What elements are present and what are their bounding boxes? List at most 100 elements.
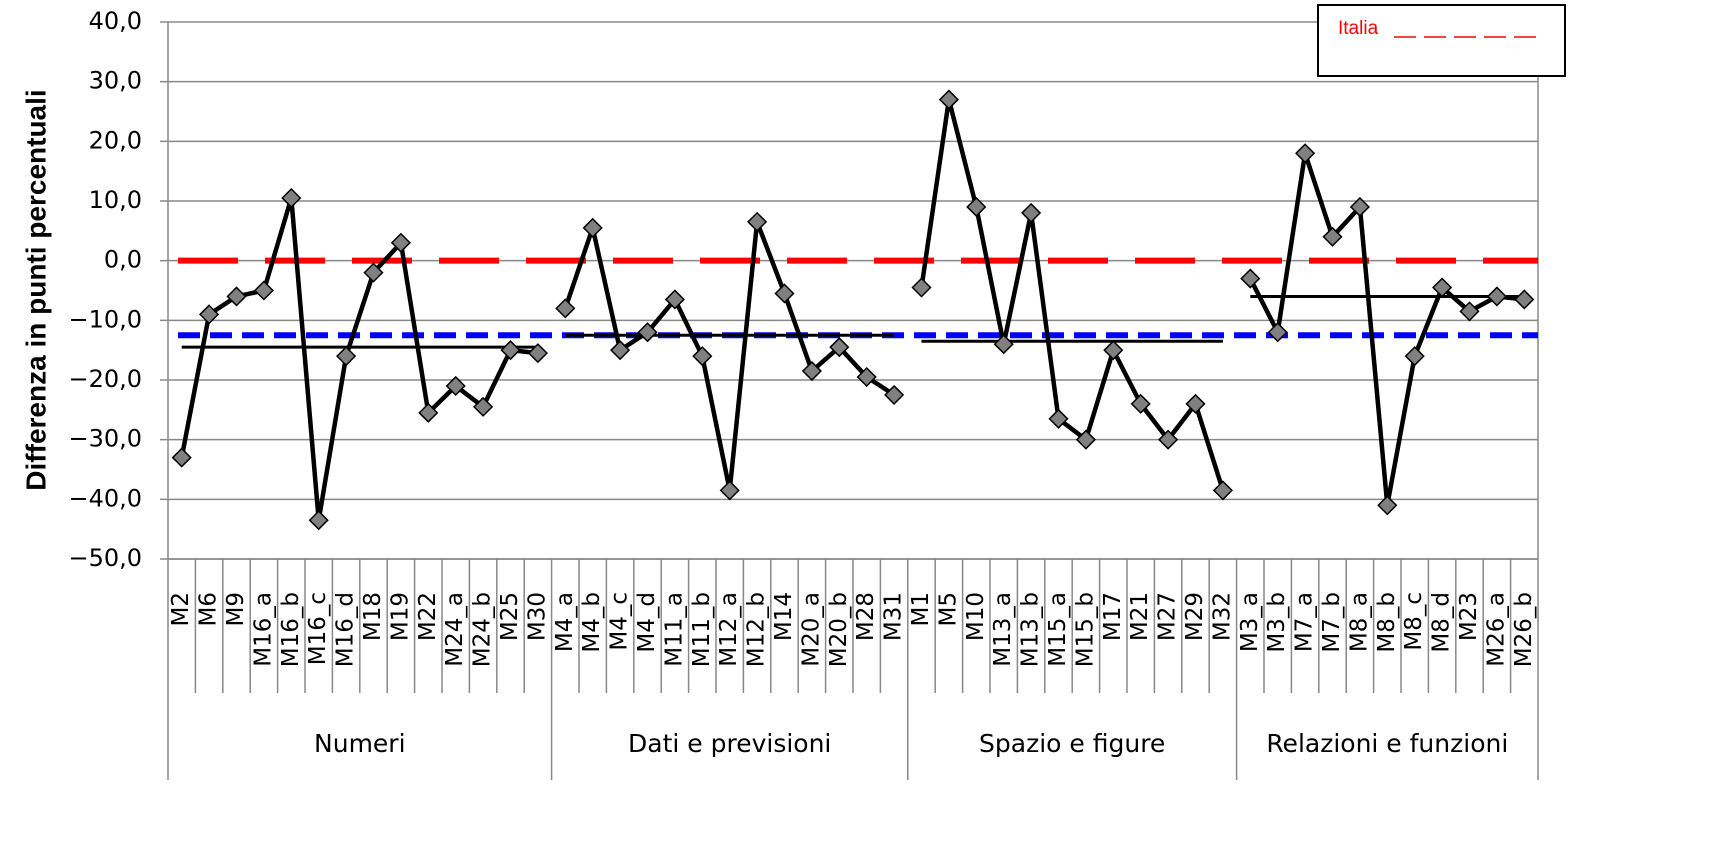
marker <box>1432 277 1453 298</box>
x-tick-label: M9 <box>223 592 249 626</box>
x-tick-label: M7_b <box>1319 592 1345 653</box>
marker <box>445 375 466 397</box>
y-tick-label: 20,0 <box>89 126 142 154</box>
x-tick-label: M7_a <box>1292 592 1318 652</box>
y-tick-label: 30,0 <box>89 67 142 95</box>
marker <box>1212 480 1233 501</box>
marker <box>1103 340 1124 361</box>
x-tick-label: M16_d <box>333 592 359 667</box>
marker <box>856 366 877 388</box>
marker <box>1185 393 1206 414</box>
x-tick-label: M32 <box>1209 592 1235 641</box>
x-tick-label: M8_d <box>1429 592 1455 653</box>
x-tick-label: M28 <box>853 592 879 641</box>
y-tick-label: 0,0 <box>104 246 142 274</box>
marker <box>1240 268 1261 289</box>
marker <box>1130 393 1151 414</box>
x-tick-label: M16_c <box>305 592 331 665</box>
x-tick-label: M26_b <box>1511 592 1537 667</box>
marker <box>336 346 357 367</box>
x-tick-label: M10 <box>963 592 989 641</box>
x-tick-label: M5 <box>935 592 961 626</box>
group-label: Numeri <box>314 729 406 758</box>
x-tick-label: M8_a <box>1346 592 1372 652</box>
x-tick-label: M23 <box>1456 592 1482 641</box>
marker <box>171 447 192 468</box>
x-tick-label: M6 <box>196 592 222 626</box>
x-tick-label: M24_a <box>442 592 468 667</box>
marker <box>226 286 247 307</box>
marker <box>966 196 987 218</box>
y-tick-label: 10,0 <box>89 186 142 214</box>
marker <box>253 280 274 301</box>
marker <box>582 217 603 238</box>
x-tick-label: M25 <box>497 592 523 641</box>
x-tick-label: M4_c <box>607 592 633 651</box>
x-tick-label: M4_a <box>552 592 578 652</box>
marker <box>938 89 959 110</box>
marker <box>747 211 768 232</box>
marker <box>363 262 384 283</box>
series-line <box>179 195 539 523</box>
marker <box>774 283 795 304</box>
marker <box>911 277 932 298</box>
marker <box>637 322 658 343</box>
x-tick-label: M15_b <box>1072 592 1098 667</box>
marker <box>1322 226 1343 247</box>
legend-label: Italia <box>1338 18 1379 39</box>
x-tick-label: M12_a <box>716 592 742 667</box>
group-label: Dati e previsioni <box>628 729 831 758</box>
marker <box>1075 429 1096 450</box>
x-tick-label: M18 <box>360 592 386 641</box>
marker <box>308 510 329 531</box>
x-tick-label: M16_b <box>278 592 304 667</box>
x-tick-label: M12_b <box>744 592 770 667</box>
x-tick-label: M1 <box>908 592 934 626</box>
marker <box>1404 346 1425 367</box>
marker <box>1048 408 1069 429</box>
marker <box>1514 289 1535 310</box>
marker <box>1158 429 1179 450</box>
y-tick-label: −20,0 <box>68 365 142 393</box>
marker <box>500 340 521 361</box>
marker <box>527 343 548 364</box>
x-tick-label: M4_d <box>634 592 660 653</box>
marker <box>1377 495 1398 516</box>
x-tick-label: M24_b <box>470 592 496 667</box>
marker <box>664 289 685 310</box>
x-tick-label: M27 <box>1155 592 1181 641</box>
legend-box <box>1317 4 1566 77</box>
x-tick-label: M20_b <box>826 592 852 667</box>
y-tick-label: −50,0 <box>68 544 142 572</box>
y-tick-label: −40,0 <box>68 484 142 512</box>
series-line <box>1248 151 1525 508</box>
marker <box>390 232 411 253</box>
marker <box>418 402 439 423</box>
x-tick-label: M16_a <box>250 592 276 667</box>
x-tick-label: M29 <box>1182 592 1208 641</box>
marker <box>555 298 576 319</box>
marker <box>1349 196 1370 218</box>
y-tick-label: 40,0 <box>89 7 142 35</box>
marker <box>281 187 302 209</box>
x-tick-label: M26_a <box>1483 592 1509 667</box>
x-tick-label: M15_a <box>1045 592 1071 667</box>
y-tick-label: −30,0 <box>68 425 142 453</box>
x-tick-label: M17 <box>1100 592 1126 641</box>
marker <box>610 340 631 361</box>
x-tick-label: M20_a <box>798 592 824 667</box>
marker <box>692 346 713 367</box>
marker <box>1021 202 1042 223</box>
marker <box>801 360 822 382</box>
x-tick-label: M11_a <box>661 592 687 667</box>
x-tick-label: M13_b <box>1018 592 1044 667</box>
marker <box>199 304 220 325</box>
marker <box>1486 286 1507 307</box>
marker <box>884 384 905 405</box>
group-label: Relazioni e funzioni <box>1266 729 1508 758</box>
x-tick-label: M3_b <box>1264 592 1290 653</box>
marker <box>473 396 494 417</box>
x-tick-label: M30 <box>524 592 550 641</box>
x-tick-label: M31 <box>881 592 907 641</box>
